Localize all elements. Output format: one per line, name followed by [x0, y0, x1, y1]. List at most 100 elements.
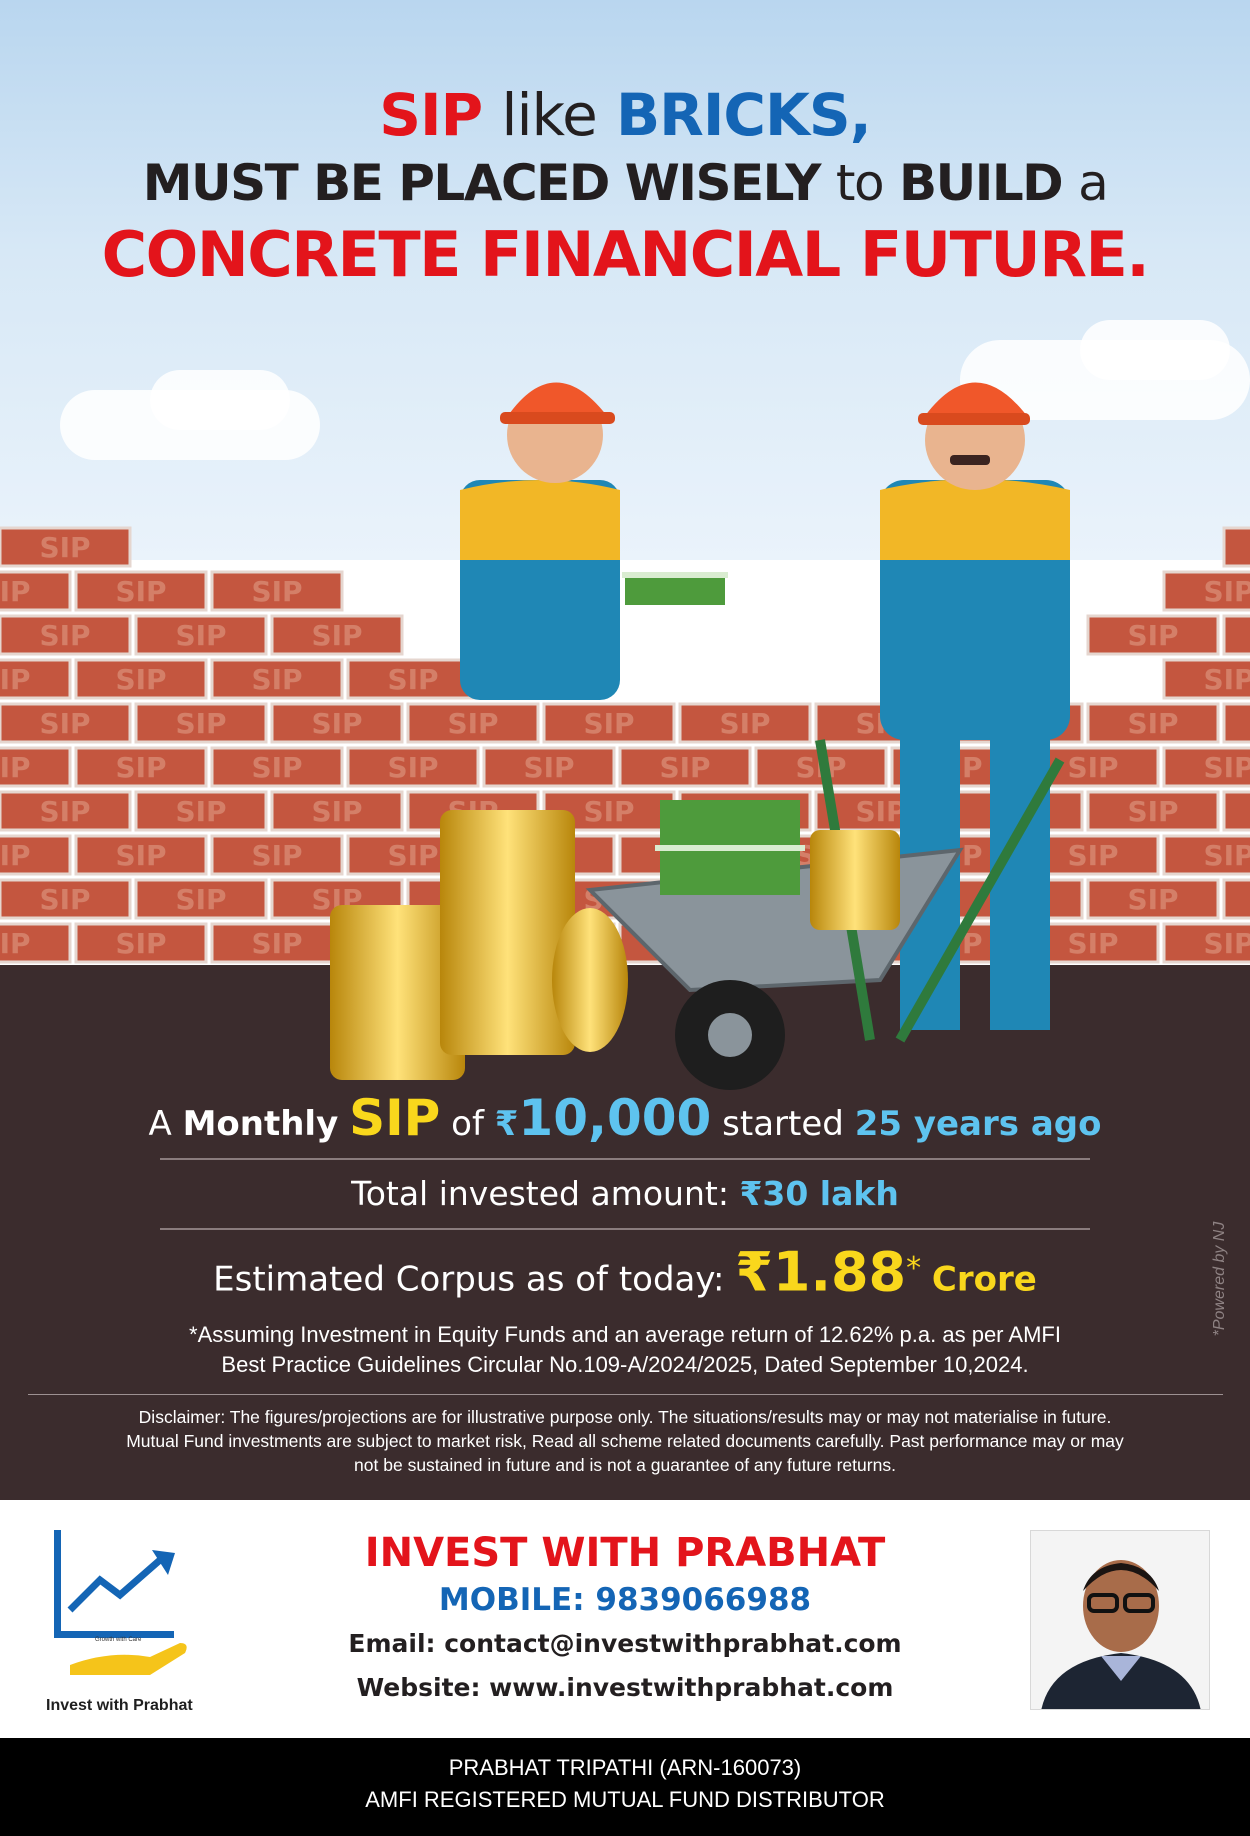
brick [270, 614, 404, 656]
logo-tagline: Growth with Care [95, 1637, 142, 1643]
brick [1222, 614, 1250, 656]
sip-word: SIP [349, 1089, 441, 1147]
headline-a: a [1078, 154, 1109, 212]
disclaimer-line-1: Disclaimer: The figures/projections are … [138, 1407, 1112, 1428]
brick-label: SIP [175, 619, 226, 652]
brick [0, 614, 132, 656]
brick-label: SIP [1203, 927, 1250, 960]
monthly-word: Monthly [182, 1104, 339, 1144]
invested-value: ₹30 lakh [739, 1174, 899, 1213]
brick-label: SIP [1067, 927, 1118, 960]
brick [1086, 614, 1220, 656]
disclaimer-line-2: Mutual Fund investments are subject to m… [126, 1431, 1124, 1452]
logo-name: Invest with Prabhat [46, 1697, 193, 1714]
brick [210, 922, 344, 964]
brick [482, 746, 616, 788]
brick-label: SIP [0, 751, 31, 784]
construction-illustration: SIPSIPSIPSIPSIPSIPSIPSIPSIPSIPSIPSIPSIPS… [0, 382, 1250, 1090]
advisor-photo [1030, 1530, 1210, 1710]
brick-label: SIP [1127, 619, 1178, 652]
brick [134, 878, 268, 920]
brick-label: SIP [387, 663, 438, 696]
brick-label: SIP [447, 707, 498, 740]
brick-label: SIP [251, 927, 302, 960]
brick [1086, 878, 1220, 920]
brick-label: SIP [115, 663, 166, 696]
headline-placed: MUST BE PLACED WISELY [142, 154, 822, 212]
disclaimer: Disclaimer: The figures/projections are … [25, 1405, 1225, 1477]
brick [74, 922, 208, 964]
brick-label: SIP [251, 663, 302, 696]
brick-label: SIP [1203, 575, 1250, 608]
assumption-line-2: Best Practice Guidelines Circular No.109… [221, 1352, 1029, 1378]
brick-label: SIP [387, 839, 438, 872]
brick [210, 570, 344, 612]
headline-bricks: BRICKS, [615, 81, 872, 149]
brick [0, 658, 72, 700]
assumption-line-1: *Assuming Investment in Equity Funds and… [189, 1322, 1061, 1348]
corpus-unit: Crore [931, 1259, 1037, 1300]
monthly-amount: 10,000 [518, 1089, 712, 1147]
brick-label: SIP [39, 795, 90, 828]
brick-label: SIP [1203, 839, 1250, 872]
ground [0, 965, 1250, 1500]
invested-label: Total invested amount: [351, 1174, 729, 1213]
brick [74, 746, 208, 788]
headline-line-3: CONCRETE FINANCIAL FUTURE. [101, 218, 1150, 291]
brick-label: SIP [1127, 707, 1178, 740]
brick-label: SIP [39, 531, 90, 564]
headline-like: like [501, 81, 597, 149]
corpus-line: Estimated Corpus as of today: ₹1.88* Cro… [0, 1236, 1250, 1312]
brick [346, 658, 480, 700]
brick [1162, 746, 1250, 788]
person-icon [1031, 1531, 1209, 1709]
contact-website[interactable]: Website: www.investwithprabhat.com [356, 1673, 894, 1702]
brick [542, 702, 676, 744]
brick-label: SIP [583, 707, 634, 740]
brick-label: SIP [39, 707, 90, 740]
brick-label: SIP [311, 707, 362, 740]
started-word: started [722, 1104, 844, 1144]
contact-mobile[interactable]: MOBILE: 9839066988 [438, 1582, 812, 1618]
contact-title: INVEST WITH PRABHAT [364, 1530, 886, 1576]
headline-sip: SIP [379, 81, 483, 149]
brick [346, 746, 480, 788]
invested-line: Total invested amount: ₹30 lakh [0, 1166, 1250, 1222]
brick [0, 526, 132, 568]
brick-label: SIP [1067, 751, 1118, 784]
brick-label: SIP [387, 751, 438, 784]
brick-label: SIP [115, 839, 166, 872]
brick [406, 702, 540, 744]
brick-label: SIP [523, 751, 574, 784]
brick [1222, 790, 1250, 832]
contact-details: INVEST WITH PRABHAT MOBILE: 9839066988 E… [300, 1528, 950, 1710]
brick [0, 746, 72, 788]
worker-left-icon [460, 382, 728, 700]
headline-to: to [835, 154, 885, 212]
brick-label: SIP [0, 575, 31, 608]
brick [74, 834, 208, 876]
brick-label: SIP [39, 619, 90, 652]
brick-label: SIP [175, 795, 226, 828]
brick-label: SIP [251, 839, 302, 872]
years-ago: 25 years ago [854, 1104, 1102, 1144]
divider [160, 1158, 1090, 1160]
brick [0, 702, 132, 744]
brick [0, 570, 72, 612]
cloud [150, 370, 290, 430]
of-word: of [451, 1104, 484, 1144]
contact-email[interactable]: Email: contact@investwithprabhat.com [348, 1629, 902, 1658]
brick-label: SIP [311, 619, 362, 652]
brick [1162, 570, 1250, 612]
contact-section: Growth with Care Invest with Prabhat INV… [0, 1500, 1250, 1738]
brick [1222, 878, 1250, 920]
monthly-a-word: A [148, 1104, 172, 1144]
brick [0, 922, 72, 964]
footer-role: AMFI REGISTERED MUTUAL FUND DISTRIBUTOR [365, 1787, 885, 1812]
headline-line-1: SIP like BRICKS, [0, 80, 1250, 150]
brick-label: SIP [251, 575, 302, 608]
brick-label: SIP [0, 927, 31, 960]
brick-label: SIP [1127, 795, 1178, 828]
brick-label: SIP [1203, 663, 1250, 696]
